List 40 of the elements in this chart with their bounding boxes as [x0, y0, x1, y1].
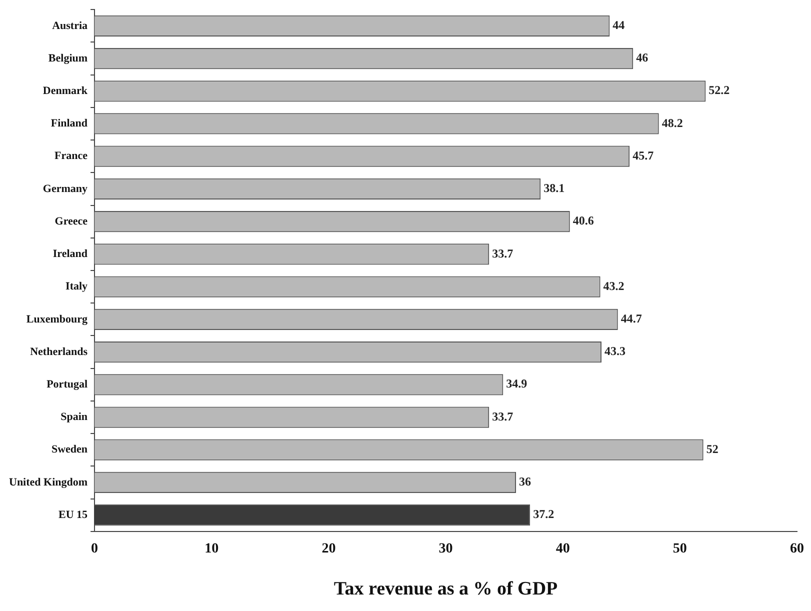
x-tick-label: 10	[204, 541, 219, 556]
y-tick-label: Denmark	[42, 84, 88, 97]
data-label: 34.9	[506, 376, 528, 391]
data-label: 33.7	[492, 246, 514, 260]
data-label: 43.3	[604, 344, 626, 358]
y-tick-label: Luxembourg	[26, 313, 88, 326]
data-label: 48.2	[662, 116, 683, 130]
data-label: 52.2	[708, 83, 730, 98]
data-label: 37.2	[533, 507, 554, 522]
data-label: 44	[612, 18, 625, 32]
x-axis-title: Tax revenue as a % of GDP	[334, 578, 558, 600]
data-label: 44.7	[620, 312, 642, 326]
y-tick-label: Netherlands	[30, 346, 88, 358]
y-tick-label: United Kingdom	[8, 476, 88, 488]
y-tick-label: EU 15	[58, 508, 88, 521]
y-tick-label: Finland	[50, 118, 88, 130]
y-tick-label: Greece	[54, 215, 88, 228]
y-tick-label: Sweden	[51, 444, 88, 456]
data-label: 52	[706, 442, 718, 456]
data-label: 36	[519, 474, 532, 489]
x-tick-label: 20	[322, 541, 336, 556]
y-tick-label: France	[54, 150, 88, 162]
data-label: 33.7	[492, 409, 514, 424]
y-tick-label: Spain	[60, 411, 88, 424]
data-label: 38.1	[544, 181, 565, 196]
x-tick-label: 0	[91, 541, 98, 556]
data-label: 40.6	[572, 214, 594, 228]
x-tick-label: 60	[790, 541, 804, 556]
y-tick-label: Ireland	[52, 248, 88, 260]
y-tick-label: Germany	[42, 182, 88, 195]
data-label: 43.2	[603, 278, 624, 293]
y-tick-label: Austria	[52, 20, 88, 32]
x-tick-label: 50	[672, 541, 687, 556]
y-tick-label: Belgium	[48, 52, 88, 64]
data-label: 45.7	[632, 148, 654, 162]
data-label: 46	[636, 50, 648, 65]
x-tick-label: 40	[556, 541, 570, 556]
x-tick-label: 30	[438, 541, 453, 556]
y-tick-label: Portugal	[46, 378, 88, 390]
y-tick-label: Italy	[66, 280, 88, 293]
